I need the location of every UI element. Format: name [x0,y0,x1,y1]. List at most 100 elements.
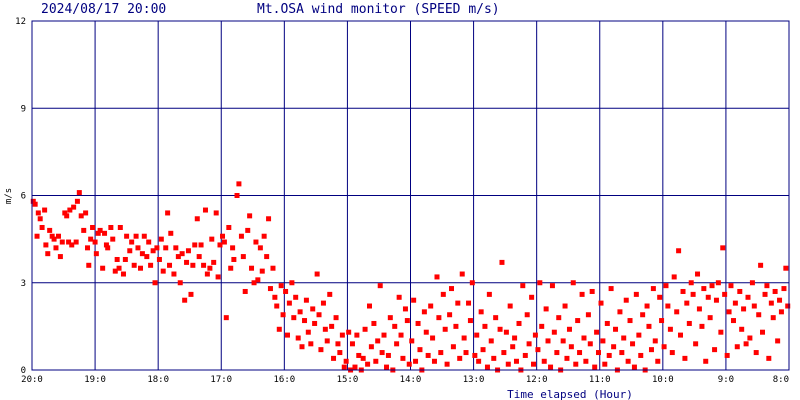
data-point [352,364,358,370]
data-point [543,306,549,312]
plot-frame [31,20,790,371]
data-point [701,286,707,292]
data-point [447,312,453,318]
data-point [510,344,516,350]
data-point [677,332,683,338]
y-axis-ticks: 0 3 6 9 12 [15,17,26,376]
data-point [652,338,658,344]
data-point [522,352,528,358]
y-tick-label: 6 [21,192,26,202]
data-point [734,344,740,350]
data-point [728,283,734,289]
data-point [368,344,374,350]
data-point [493,315,499,321]
data-point [457,355,463,361]
data-point [592,364,598,370]
data-point [190,262,196,268]
data-point [551,329,557,335]
data-point [362,326,368,332]
data-point [595,350,601,356]
data-point [327,291,333,297]
data-point [739,326,745,332]
data-point [621,335,627,341]
data-point [659,318,665,324]
data-point [749,280,755,286]
data-point [209,236,215,242]
data-point [322,326,328,332]
data-point [55,233,61,239]
data-point [150,248,156,254]
data-point [154,245,160,251]
y-tick-label: 3 [21,279,26,289]
data-point [633,291,639,297]
data-point [160,268,166,274]
data-point [270,265,276,271]
data-point [320,300,326,306]
data-point [781,286,787,292]
data-point [577,350,583,356]
data-point [459,271,465,277]
data-point [207,265,213,271]
y-tick-label: 9 [21,104,26,114]
data-point [469,280,475,286]
data-point [90,224,96,230]
data-point [650,286,656,292]
data-point [131,262,137,268]
data-point [499,259,505,265]
data-point [148,262,154,268]
data-point [417,347,423,353]
data-point [488,338,494,344]
data-point [531,361,537,367]
data-point [455,300,461,306]
y-tick-label: 12 [15,17,26,27]
y-tick-label: 0 [21,366,26,376]
data-point [693,341,699,347]
data-point [646,323,652,329]
data-point [365,361,371,367]
data-point [103,242,109,248]
data-point [267,286,273,292]
data-point [402,306,408,312]
data-point [179,251,185,257]
data-point [431,358,437,364]
data-point [92,239,98,245]
data-point [49,233,55,239]
data-point [764,283,770,289]
data-point [236,181,242,187]
data-point [726,309,732,315]
data-point [450,344,456,350]
data-point [255,277,261,283]
data-point [606,352,612,358]
data-point [201,262,207,268]
data-point [507,303,513,309]
data-point [182,297,188,303]
data-point [274,303,280,309]
data-point [95,230,101,236]
data-point [529,294,535,300]
data-point [81,227,87,233]
data-point [100,265,106,271]
data-point [630,341,636,347]
data-point [617,309,623,315]
data-point [184,259,190,265]
data-point [88,236,94,242]
data-point [409,338,415,344]
data-point [231,256,237,262]
data-point [472,352,478,358]
data-point [411,297,417,303]
data-point [37,216,43,222]
data-point [297,309,303,315]
data-point [238,233,244,239]
data-point [226,224,232,230]
data-point [163,245,169,251]
data-point [293,294,299,300]
data-point [34,233,40,239]
data-point [198,242,204,248]
data-point [289,280,295,286]
chart-title: Mt.OSA wind monitor (SPEED m/s) [257,2,500,17]
data-point [373,358,379,364]
data-point [194,216,200,222]
data-point [30,198,36,204]
data-point [375,338,381,344]
data-point [594,329,600,335]
